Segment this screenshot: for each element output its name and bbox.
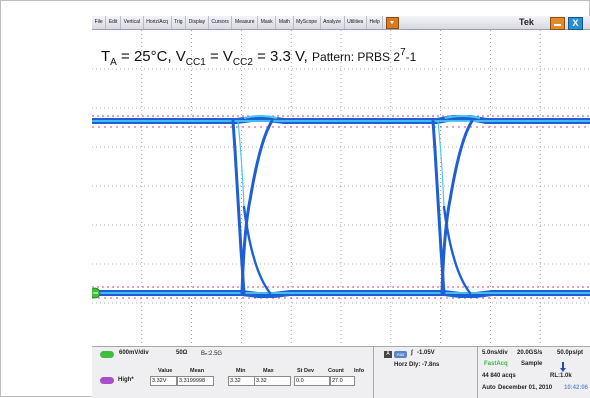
resolution[interactable]: 50.0ps/pt <box>557 350 584 356</box>
eye-crossing-1 <box>231 119 274 295</box>
sample-rate[interactable]: 20.0GS/s <box>517 350 543 356</box>
acq-count: 44 840 acqs <box>482 373 516 379</box>
meas-stdev-cell: 0.0 <box>294 376 330 386</box>
meas-header-max: Max <box>263 368 274 374</box>
menu-cursors[interactable]: Cursors <box>209 16 233 29</box>
meas-header-info: Info <box>354 368 365 374</box>
brand-logo: Tek <box>519 17 534 27</box>
menu-trig[interactable]: Trig <box>172 16 187 29</box>
measurement-1-badge[interactable] <box>100 377 114 384</box>
channel-bandwidth: Bₙ:2.5G <box>201 351 223 357</box>
trigger-level[interactable]: -1.05V <box>417 350 435 356</box>
trigger-aux-badge[interactable]: Aux <box>394 351 407 358</box>
menu-measure[interactable]: Measure <box>232 16 259 29</box>
acq-mode[interactable]: FastAcq <box>484 361 508 367</box>
low-rail <box>92 290 590 298</box>
ground-marker-icon <box>92 287 101 299</box>
menu-bar: File Edit Vertical Horiz/Acq Trig Displa… <box>92 16 590 30</box>
close-button[interactable]: X <box>568 17 583 30</box>
menu-horiz-acq[interactable]: Horiz/Acq <box>144 16 172 29</box>
trigger-arrow-icon <box>560 362 566 372</box>
status-panel: 600mV/div 50Ω Bₙ:2.5G Value Mean Min Max… <box>92 346 590 398</box>
waveform-display[interactable]: TA = 25°C, VCC1 = VCC2 = 3.3 V, Pattern:… <box>92 30 590 345</box>
trigger-source-badge[interactable]: A <box>384 351 392 358</box>
meas-header-value: Value <box>158 368 173 374</box>
meas-value-cell: 3.32V <box>150 376 177 386</box>
meas-count-cell: 27.0 <box>330 376 355 386</box>
eye-diagram <box>92 30 590 345</box>
oscilloscope-window: File Edit Vertical Horiz/Acq Trig Displa… <box>92 16 590 398</box>
channel-scale[interactable]: 600mV/div <box>119 350 149 356</box>
eye-crossing-2 <box>431 119 474 295</box>
run-mode[interactable]: Auto <box>482 385 496 391</box>
record-length[interactable]: RL:1.0k <box>550 373 572 379</box>
menu-utilities[interactable]: Utilities <box>345 16 367 29</box>
measurement-annotation: TA = 25°C, VCC1 = VCC2 = 3.3 V, Pattern:… <box>101 47 417 68</box>
panel-divider <box>477 347 478 398</box>
menu-vertical[interactable]: Vertical <box>121 16 144 29</box>
menu-file[interactable]: File <box>92 16 107 29</box>
meas-header-min: Min <box>236 368 246 374</box>
menu-myscope[interactable]: MyScope <box>294 16 321 29</box>
minimize-button[interactable] <box>550 17 565 30</box>
time-per-div[interactable]: 5.0ns/div <box>482 350 508 356</box>
acq-time: 10:42:06 <box>564 385 589 391</box>
high-rail <box>92 115 590 124</box>
graticule <box>92 30 590 345</box>
meas-header-mean: Mean <box>190 368 205 374</box>
menu-mask[interactable]: Mask <box>258 16 277 29</box>
menu-edit[interactable]: Edit <box>106 16 122 29</box>
menu-help[interactable]: Help <box>367 16 384 29</box>
menu-analyze[interactable]: Analyze <box>321 16 345 29</box>
noise-band <box>92 115 590 299</box>
channel-1-badge[interactable] <box>100 351 114 358</box>
dropdown-arrow-icon[interactable] <box>386 16 400 29</box>
acq-sample: Sample <box>521 361 543 367</box>
meas-min-cell: 3.32 <box>228 376 255 386</box>
menu-math[interactable]: Math <box>276 16 294 29</box>
horizontal-delay[interactable]: Horz Dly: -7.8ns <box>394 362 440 368</box>
measurement-name[interactable]: High* <box>118 377 134 383</box>
meas-header-stdev: St Dev <box>297 368 315 374</box>
panel-divider <box>373 347 374 398</box>
meas-header-count: Count <box>328 368 344 374</box>
channel-impedance: 50Ω <box>176 350 188 356</box>
meas-mean-cell: 3.3199998 <box>177 376 214 386</box>
rising-edge-icon: ∫ <box>411 350 413 356</box>
acq-date: December 01, 2010 <box>498 385 553 391</box>
meas-max-cell: 3.32 <box>254 376 291 386</box>
menu-display[interactable]: Display <box>186 16 209 29</box>
